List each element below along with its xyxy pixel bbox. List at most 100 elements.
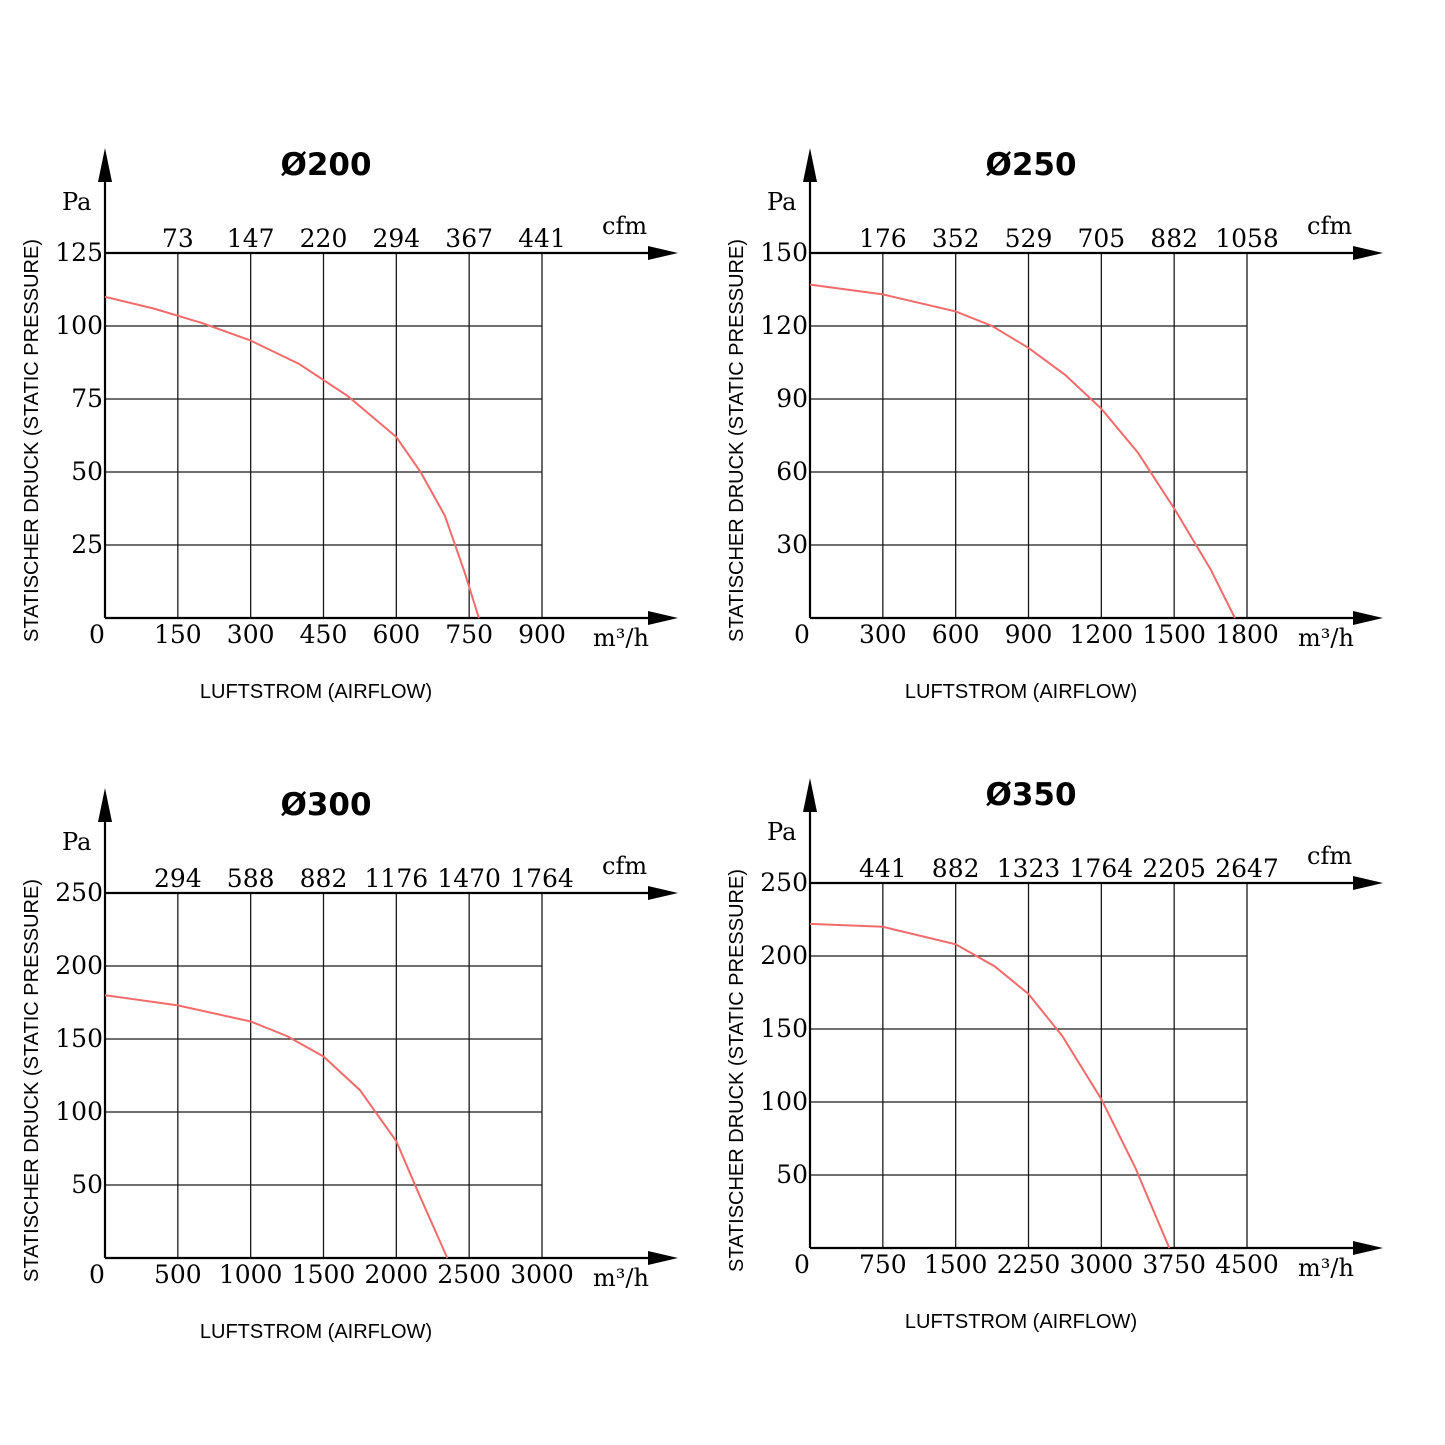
chart-title: Ø250 (985, 147, 1076, 183)
series-curve (104, 994, 449, 1259)
x-axis-arrow-icon (648, 1251, 678, 1265)
x2-tick-label: 294 (372, 224, 420, 253)
x2-tick-label: 529 (1005, 224, 1053, 253)
x-tick-label: 300 (859, 620, 907, 649)
y-axis-title: STATISCHER DRUCK (STATIC PRESSURE) (21, 879, 43, 1282)
x-tick-label: 450 (300, 620, 348, 649)
x-axis-title: LUFTSTROM (AIRFLOW) (905, 1311, 1137, 1333)
x-tick-label: 750 (445, 620, 493, 649)
y-tick-label: 150 (760, 1014, 808, 1043)
x2-tick-label: 1176 (365, 864, 429, 893)
x2-tick-label: 705 (1077, 224, 1125, 253)
series-curve (809, 283, 1236, 619)
x-tick-label: 300 (227, 620, 275, 649)
x-tick-label: 750 (859, 1250, 907, 1279)
x2-tick-label: 1764 (510, 864, 574, 893)
y-tick-label: 50 (71, 457, 103, 486)
chart-panel-350: Ø350 50 100 150 200 250 0 750 1500 2250 3000 3750 45… (705, 760, 1445, 1360)
y-tick-label: 150 (55, 1024, 103, 1053)
x-tick-label: 1000 (219, 1260, 283, 1289)
x2-axis-arrow-icon (648, 886, 678, 900)
y-tick-label: 50 (776, 1160, 808, 1189)
chart-title: Ø350 (985, 777, 1076, 813)
x2-tick-label: 220 (300, 224, 348, 253)
chart-panel-200: Ø200 25 50 75 100 125 0 150 300 450 600 750 900 73 147… (0, 130, 740, 730)
x-tick-label: 1500 (1142, 620, 1206, 649)
x2-axis-arrow-icon (1353, 246, 1383, 260)
x2-tick-label: 1323 (997, 854, 1061, 883)
x-tick-label: 1500 (924, 1250, 988, 1279)
x2-tick-label: 2647 (1215, 854, 1279, 883)
x-tick-label: 2500 (437, 1260, 501, 1289)
chart-panel-300: Ø300 50 100 150 200 250 0 500 1000 1500 2000 2500 30… (0, 770, 740, 1370)
x-axis-arrow-icon (648, 611, 678, 625)
x-tick-label: 600 (932, 620, 980, 649)
x-unit-label: m³/h (593, 624, 649, 652)
x2-unit-label: cfm (602, 852, 647, 880)
y-tick-label: 90 (776, 384, 808, 413)
x-tick-label: 3000 (1070, 1250, 1134, 1279)
y-axis-arrow-icon (98, 788, 112, 822)
origin-label: 0 (794, 620, 810, 649)
x2-tick-label: 1764 (1070, 854, 1134, 883)
x-tick-label: 4500 (1215, 1250, 1279, 1279)
y-tick-label: 250 (55, 878, 103, 907)
x-axis-arrow-icon (1353, 1241, 1383, 1255)
x-tick-label: 600 (372, 620, 420, 649)
y-axis-title: STATISCHER DRUCK (STATIC PRESSURE) (726, 239, 748, 642)
y-unit-label: Pa (62, 188, 91, 216)
x2-unit-label: cfm (1307, 842, 1352, 870)
series-curve (104, 295, 480, 619)
chart-title: Ø300 (280, 787, 371, 823)
y-tick-label: 125 (55, 238, 103, 267)
x-tick-label: 1800 (1215, 620, 1279, 649)
y-tick-label: 100 (55, 1097, 103, 1126)
y-unit-label: Pa (767, 188, 796, 216)
x2-axis-arrow-icon (1353, 876, 1383, 890)
x2-tick-label: 1470 (437, 864, 501, 893)
y-unit-label: Pa (767, 818, 796, 846)
origin-label: 0 (89, 620, 105, 649)
y-tick-label: 100 (760, 1087, 808, 1116)
x2-tick-label: 176 (859, 224, 907, 253)
chart-350: Ø350 50 100 150 200 250 0 750 1500 2250 3000 3750 45… (726, 777, 1383, 1333)
y-tick-label: 100 (55, 311, 103, 340)
x-tick-label: 500 (154, 1260, 202, 1289)
origin-label: 0 (89, 1260, 105, 1289)
y-tick-label: 75 (71, 384, 103, 413)
y-tick-label: 25 (71, 530, 103, 559)
chart-panel-250: Ø250 30 60 90 120 150 0 300 600 900 1200 1500 1800 17… (705, 130, 1445, 730)
x-tick-label: 2000 (365, 1260, 429, 1289)
y-axis-arrow-icon (803, 778, 817, 812)
x2-tick-label: 882 (1150, 224, 1198, 253)
y-axis-title: STATISCHER DRUCK (STATIC PRESSURE) (726, 869, 748, 1272)
x2-unit-label: cfm (1307, 212, 1352, 240)
x2-tick-label: 882 (300, 864, 348, 893)
x-tick-label: 900 (518, 620, 566, 649)
x-axis-title: LUFTSTROM (AIRFLOW) (200, 1321, 432, 1343)
x2-tick-label: 1058 (1215, 224, 1279, 253)
y-tick-label: 250 (760, 868, 808, 897)
x-axis-title: LUFTSTROM (AIRFLOW) (905, 681, 1137, 703)
y-tick-label: 200 (55, 951, 103, 980)
y-tick-label: 50 (71, 1170, 103, 1199)
x-tick-label: 150 (154, 620, 202, 649)
x2-tick-label: 367 (445, 224, 493, 253)
y-tick-label: 60 (776, 457, 808, 486)
x2-tick-label: 73 (162, 224, 194, 253)
x-tick-label: 1500 (292, 1260, 356, 1289)
x-tick-label: 3750 (1142, 1250, 1206, 1279)
y-axis-title: STATISCHER DRUCK (STATIC PRESSURE) (21, 239, 43, 642)
x-axis-title: LUFTSTROM (AIRFLOW) (200, 681, 432, 703)
chart-title: Ø200 (280, 147, 371, 183)
y-tick-label: 150 (760, 238, 808, 267)
x2-tick-label: 352 (932, 224, 980, 253)
x2-tick-label: 147 (227, 224, 275, 253)
x2-unit-label: cfm (602, 212, 647, 240)
chart-200: Ø200 25 50 75 100 125 0 150 300 450 600 750 900 73 147… (21, 147, 678, 703)
x-tick-label: 1200 (1070, 620, 1134, 649)
x2-tick-label: 441 (518, 224, 566, 253)
y-axis-arrow-icon (803, 148, 817, 182)
